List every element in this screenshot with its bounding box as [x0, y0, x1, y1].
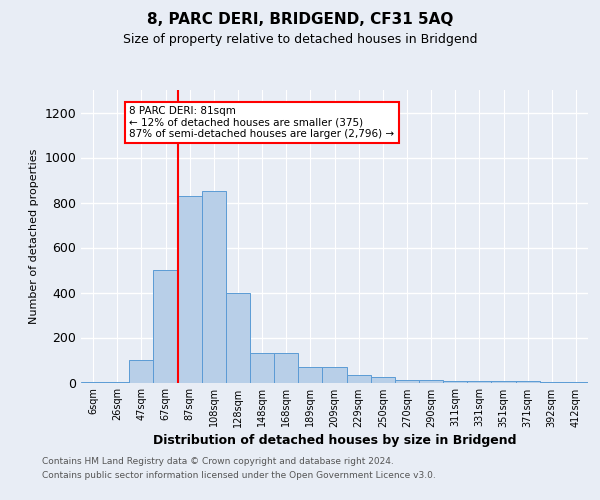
- Bar: [347, 374, 371, 382]
- Y-axis label: Number of detached properties: Number of detached properties: [29, 148, 39, 324]
- Bar: [129, 360, 154, 382]
- Text: Contains public sector information licensed under the Open Government Licence v3: Contains public sector information licen…: [42, 471, 436, 480]
- Bar: [178, 196, 202, 382]
- Bar: [298, 367, 322, 382]
- Bar: [395, 380, 419, 382]
- Bar: [371, 377, 395, 382]
- Text: 8, PARC DERI, BRIDGEND, CF31 5AQ: 8, PARC DERI, BRIDGEND, CF31 5AQ: [147, 12, 453, 28]
- Bar: [226, 292, 250, 382]
- Bar: [202, 191, 226, 382]
- Bar: [274, 353, 298, 382]
- Bar: [322, 367, 347, 382]
- Text: 8 PARC DERI: 81sqm
← 12% of detached houses are smaller (375)
87% of semi-detach: 8 PARC DERI: 81sqm ← 12% of detached hou…: [129, 106, 394, 139]
- Bar: [443, 381, 467, 382]
- Bar: [419, 380, 443, 382]
- Bar: [154, 270, 178, 382]
- Bar: [250, 353, 274, 382]
- X-axis label: Distribution of detached houses by size in Bridgend: Distribution of detached houses by size …: [153, 434, 516, 446]
- Text: Size of property relative to detached houses in Bridgend: Size of property relative to detached ho…: [123, 32, 477, 46]
- Text: Contains HM Land Registry data © Crown copyright and database right 2024.: Contains HM Land Registry data © Crown c…: [42, 458, 394, 466]
